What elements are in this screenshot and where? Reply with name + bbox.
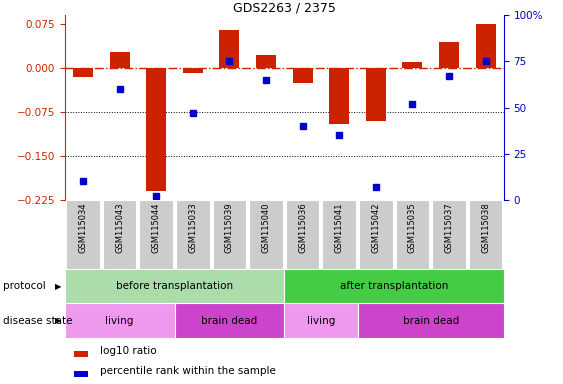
Text: GSM115036: GSM115036 — [298, 202, 307, 253]
Text: brain dead: brain dead — [403, 316, 459, 326]
Text: GSM115034: GSM115034 — [79, 202, 87, 253]
Bar — [175, 303, 284, 338]
Bar — [103, 200, 136, 269]
Bar — [66, 200, 100, 269]
Text: protocol: protocol — [3, 281, 46, 291]
Text: after transplantation: after transplantation — [340, 281, 448, 291]
Text: GSM115038: GSM115038 — [481, 202, 490, 253]
Bar — [146, 68, 166, 191]
Bar — [403, 62, 422, 68]
Bar — [358, 303, 504, 338]
Bar — [74, 371, 88, 377]
Text: GSM115035: GSM115035 — [408, 202, 417, 253]
Bar — [284, 269, 504, 303]
Bar — [432, 200, 466, 269]
Bar — [74, 351, 88, 357]
Bar — [110, 51, 129, 68]
Bar — [323, 200, 356, 269]
Text: GSM115043: GSM115043 — [115, 202, 124, 253]
Bar — [359, 200, 392, 269]
Bar — [366, 68, 386, 121]
Bar — [439, 42, 459, 68]
Text: ▶: ▶ — [55, 281, 61, 291]
Bar — [73, 68, 93, 77]
Text: disease state: disease state — [3, 316, 72, 326]
Text: GSM115042: GSM115042 — [372, 202, 380, 253]
Text: GSM115044: GSM115044 — [152, 202, 160, 253]
Bar — [286, 200, 319, 269]
Bar — [293, 68, 312, 83]
Text: GSM115039: GSM115039 — [225, 202, 234, 253]
Bar — [249, 200, 283, 269]
Bar — [220, 30, 239, 68]
Text: living: living — [307, 316, 335, 326]
Bar — [396, 200, 429, 269]
Text: GSM115037: GSM115037 — [445, 202, 453, 253]
Text: brain dead: brain dead — [202, 316, 257, 326]
Bar — [213, 200, 246, 269]
Bar — [469, 200, 502, 269]
Bar — [65, 269, 284, 303]
Bar — [329, 68, 349, 124]
Bar — [183, 68, 203, 73]
Text: percentile rank within the sample: percentile rank within the sample — [100, 366, 276, 376]
Bar — [256, 55, 276, 68]
Bar — [65, 303, 175, 338]
Text: living: living — [105, 316, 134, 326]
Text: GSM115040: GSM115040 — [262, 202, 270, 253]
Bar — [176, 200, 209, 269]
Text: before transplantation: before transplantation — [116, 281, 233, 291]
Text: GSM115033: GSM115033 — [189, 202, 197, 253]
Text: log10 ratio: log10 ratio — [100, 346, 157, 356]
Bar — [140, 200, 173, 269]
Bar — [284, 303, 358, 338]
Bar — [476, 24, 495, 68]
Title: GDS2263 / 2375: GDS2263 / 2375 — [233, 1, 336, 14]
Text: ▶: ▶ — [55, 316, 61, 325]
Text: GSM115041: GSM115041 — [335, 202, 343, 253]
